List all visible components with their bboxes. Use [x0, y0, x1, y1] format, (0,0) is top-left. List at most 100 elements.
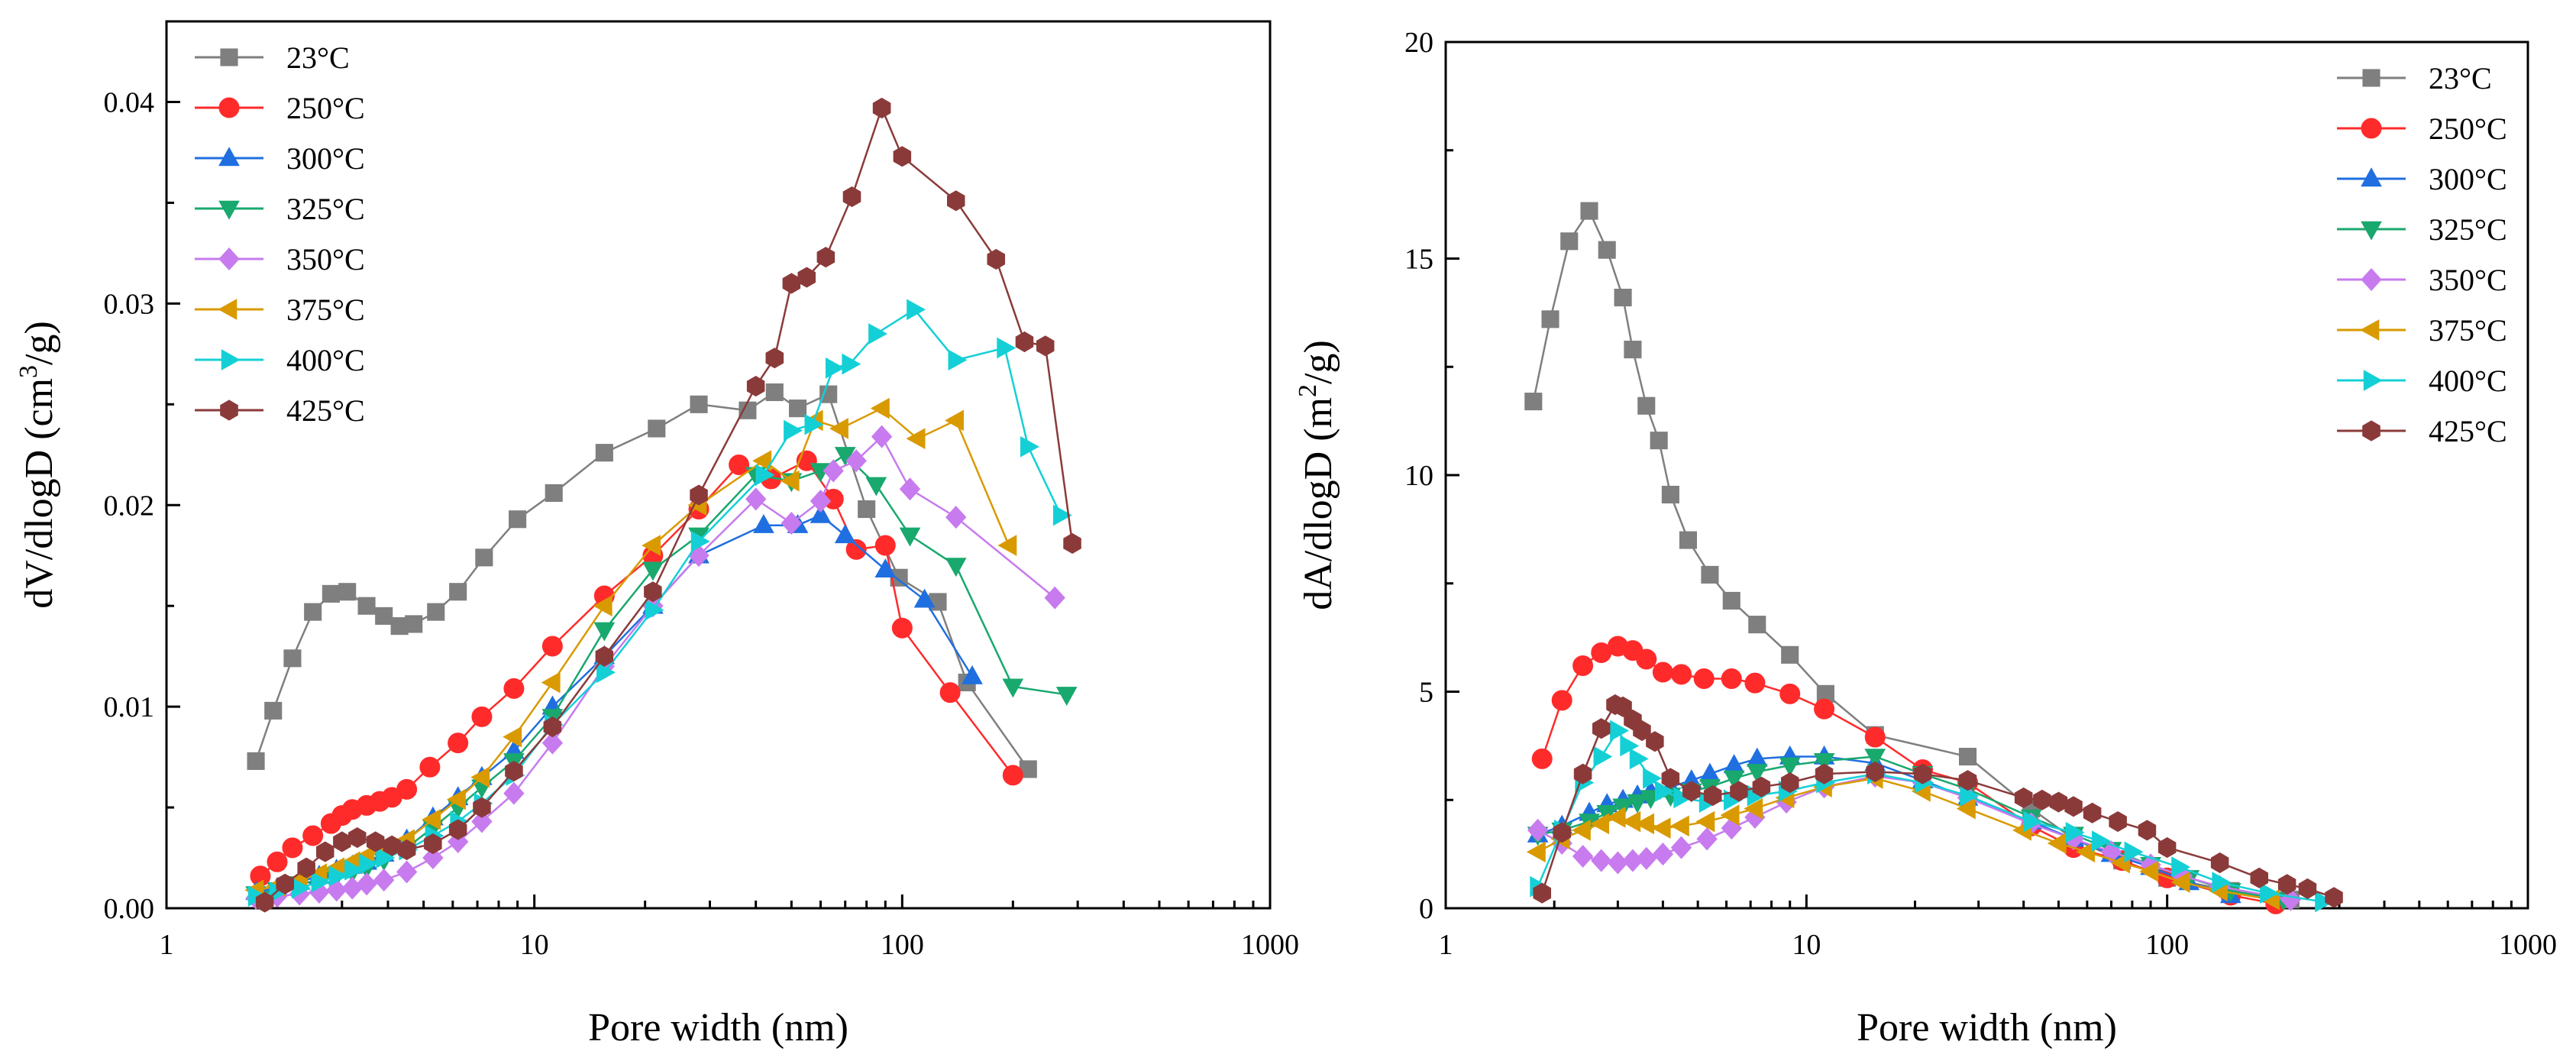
legend-label: 425°C: [2429, 414, 2507, 448]
data-point: [1541, 310, 1559, 328]
data-point: [2298, 878, 2317, 900]
data-point: [396, 860, 418, 884]
data-point: [1652, 662, 1673, 683]
series-line: [255, 435, 1055, 900]
series-line: [255, 308, 1062, 898]
data-point: [341, 876, 363, 900]
data-point: [690, 530, 710, 552]
data-point: [1744, 672, 1766, 694]
data-point: [344, 859, 364, 881]
data-point: [1669, 815, 1689, 837]
data-point: [1063, 532, 1081, 554]
data-point: [595, 444, 613, 462]
data-point: [596, 662, 616, 684]
data-point: [1606, 807, 1626, 828]
legend-label: 375°C: [286, 293, 365, 327]
data-point: [2157, 837, 2177, 859]
data-point: [865, 477, 887, 497]
legend-marker: [2361, 167, 2382, 187]
data-point: [899, 477, 921, 501]
data-point: [473, 797, 491, 818]
data-point: [471, 706, 493, 727]
data-point: [1620, 735, 1640, 757]
data-point: [247, 752, 265, 770]
data-point: [1661, 768, 1680, 789]
data-point: [842, 353, 861, 375]
data-point: [1703, 785, 1722, 807]
data-point: [945, 409, 964, 432]
legend-item: 400°C: [195, 343, 365, 377]
data-point: [845, 539, 867, 560]
legend-item: 350°C: [195, 242, 365, 277]
data-point: [2315, 891, 2335, 913]
legend: 23°C 250°C 300°C 325°C 350°C 375°C 400°C 425°C: [195, 40, 365, 428]
data-point: [948, 349, 968, 371]
x-tick-label: 10: [1792, 929, 1821, 961]
data-point: [1036, 335, 1055, 357]
data-point: [2260, 882, 2280, 904]
legend-marker: [218, 147, 240, 167]
data-point: [1636, 649, 1657, 670]
data-point: [1696, 827, 1718, 851]
data-point: [729, 454, 750, 475]
data-point: [1015, 331, 1034, 353]
data-point: [593, 622, 616, 642]
legend-item: 350°C: [2337, 263, 2507, 297]
data-point: [1650, 432, 1668, 450]
data-point: [1524, 393, 1543, 411]
data-point: [874, 558, 897, 577]
data-point: [947, 190, 965, 212]
data-point: [810, 489, 832, 513]
data-point: [753, 513, 774, 533]
data-point: [842, 186, 861, 208]
data-point: [503, 726, 522, 748]
data-point: [1612, 798, 1634, 818]
legend-item: 23°C: [2337, 61, 2492, 95]
data-point: [1752, 776, 1771, 797]
data-point: [1055, 687, 1078, 707]
data-point: [1864, 726, 1886, 748]
series-line: [254, 390, 1029, 770]
data-point: [1527, 818, 1549, 842]
data-point: [397, 839, 416, 861]
data-point: [1002, 678, 1024, 698]
legend-item: 425°C: [195, 393, 365, 428]
x-tick-label: 1000: [2499, 929, 2557, 961]
legend-marker: [2362, 69, 2380, 87]
data-point: [1722, 591, 1740, 610]
legend-marker: [221, 349, 241, 370]
legend-item: 250°C: [2337, 112, 2507, 146]
data-point: [1592, 718, 1611, 739]
y-tick-label: 15: [1404, 244, 1433, 276]
legend-label: 23°C: [2429, 61, 2492, 95]
data-point: [1020, 435, 1039, 458]
data-point: [899, 527, 921, 547]
data-point: [804, 413, 824, 435]
data-point: [1633, 720, 1651, 742]
x-tick-label: 1: [160, 929, 174, 961]
legend-label: 425°C: [286, 393, 365, 428]
legend-marker: [218, 200, 240, 220]
legend-item: 425°C: [2337, 414, 2507, 448]
data-point: [929, 593, 947, 611]
x-tick-label: 100: [2145, 929, 2189, 961]
data-point: [1781, 645, 1799, 664]
data-point: [858, 500, 876, 519]
legend-label: 23°C: [286, 40, 350, 75]
data-point: [2138, 820, 2157, 841]
data-point: [1701, 565, 1719, 584]
legend-marker: [220, 48, 238, 66]
data-point: [2277, 874, 2296, 895]
data-point: [1610, 720, 1630, 742]
data-point: [446, 788, 466, 810]
y-tick-label: 0: [1419, 893, 1433, 925]
data-point: [375, 607, 393, 625]
series-425c: [255, 97, 1081, 913]
data-point: [1591, 849, 1612, 872]
data-point: [509, 510, 527, 529]
data-point: [816, 247, 836, 268]
x-tick-label: 1: [1439, 929, 1453, 961]
x-axis-title: Pore width (nm): [588, 1006, 848, 1050]
data-point: [1746, 747, 1768, 767]
